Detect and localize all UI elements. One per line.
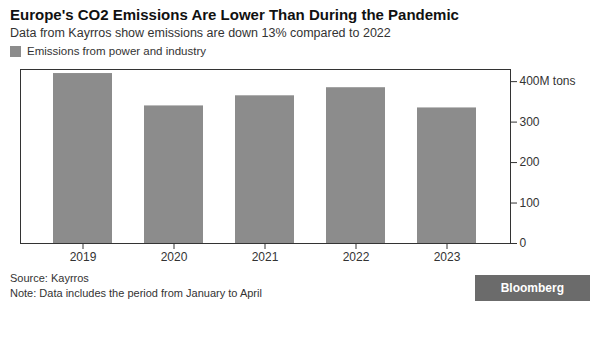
html-text:Bloomberg: Bloomberg (500, 280, 564, 295)
html-text:Data from Kayrros show emissio: Data from Kayrros show emissions are dow… (10, 26, 391, 40)
svg-text:0: 0 (520, 236, 527, 250)
svg-text:2023: 2023 (434, 250, 461, 264)
svg-text:200: 200 (520, 155, 540, 169)
html-text:Source: Kayrros Note: Data inc: Source: Kayrros Note: Data includes the … (10, 272, 262, 299)
svg-text:2019: 2019 (70, 250, 97, 264)
svg-text:400M tons: 400M tons (520, 74, 576, 88)
html-text:Europe's CO2 Emissions Are Low: Europe's CO2 Emissions Are Lower Than Du… (10, 6, 459, 23)
svg-text:100: 100 (520, 196, 540, 210)
svg-text:2021: 2021 (252, 250, 279, 264)
svg-text:2022: 2022 (343, 250, 370, 264)
svg-text:300: 300 (520, 115, 540, 129)
svg-text:2020: 2020 (161, 250, 188, 264)
html-text:Emissions from power and indus: Emissions from power and industry (27, 45, 206, 57)
